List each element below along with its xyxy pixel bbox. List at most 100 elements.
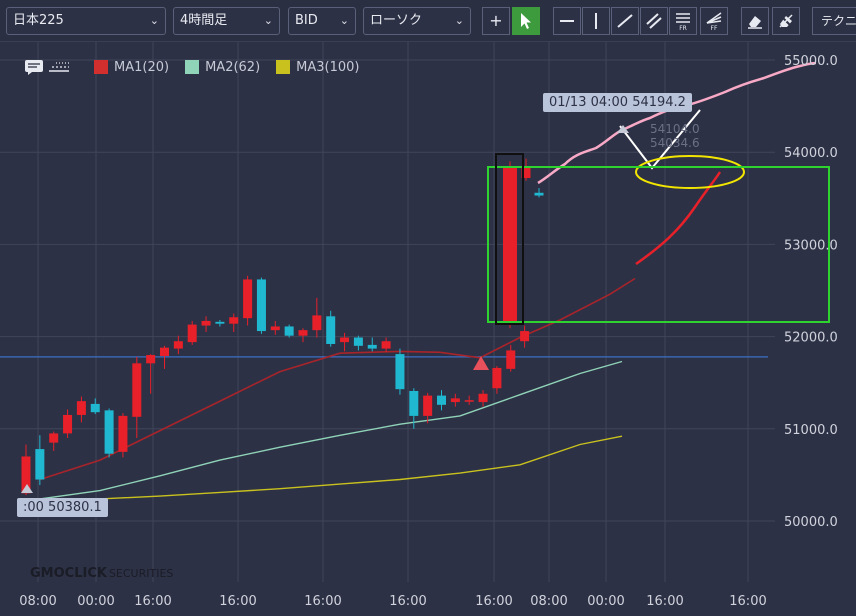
y-tick-label: 52000.0 (784, 331, 838, 346)
period-dropdown[interactable]: 4時間足 ⌄ (173, 7, 280, 35)
ma2-swatch (185, 60, 200, 74)
clear-all-button[interactable] (772, 7, 800, 35)
legend-item-ma1[interactable]: MA1(20) (94, 60, 169, 75)
ff-label: FF (710, 25, 718, 32)
candle-body (521, 166, 531, 179)
chart-type-label: ローソク (370, 13, 423, 28)
candle-body (503, 166, 517, 325)
candle-body (229, 317, 239, 324)
ma3-label: MA3(100) (296, 59, 360, 75)
candle-body (464, 400, 474, 402)
yellow-ellipse (635, 155, 745, 189)
candle-body (284, 326, 294, 336)
technical-menu-button[interactable]: テクニ (812, 7, 856, 35)
trend-line-button[interactable] (611, 7, 639, 35)
legend-item-ma2[interactable]: MA2(62) (185, 60, 260, 75)
ma1-swatch (94, 60, 108, 74)
high-marker (617, 125, 629, 133)
start-marker (21, 484, 33, 493)
horizontal-line-button[interactable] (553, 7, 581, 35)
price-type-label: BID (295, 13, 318, 28)
candlesticks (21, 158, 544, 496)
ma1-label: MA1(20) (114, 59, 170, 75)
candle-body (437, 395, 446, 405)
ghost-price-label: 54034.6 (650, 136, 700, 150)
clear-all-icon (779, 14, 793, 28)
eraser-button[interactable] (741, 7, 769, 35)
price-tooltip-top: 01/13 04:00 54194.2 (543, 93, 692, 112)
candle-body (256, 279, 266, 332)
candle-body (534, 192, 544, 196)
fr-label: FR (679, 25, 687, 32)
candle-body (146, 355, 156, 364)
x-tick-label: 08:00 (530, 594, 567, 609)
candle-body (450, 398, 460, 403)
x-tick-label: 16:00 (219, 594, 256, 609)
chart-type-dropdown[interactable]: ローソク ⌄ (363, 7, 471, 35)
channel-line-button[interactable] (640, 7, 668, 35)
plus-icon: + (489, 11, 503, 30)
legend-item-ma3[interactable]: MA3(100) (276, 59, 360, 75)
candle-body (340, 337, 350, 343)
x-tick-label: 16:00 (389, 594, 426, 609)
candle-body (243, 279, 253, 319)
technical-label: テクニ (821, 14, 856, 28)
candle-body (381, 341, 391, 349)
price-type-dropdown[interactable]: BID ⌄ (288, 7, 356, 35)
line-style-icon[interactable] (48, 60, 70, 74)
ma1-line (39, 277, 636, 481)
candle-body (49, 433, 59, 443)
candle-body (132, 363, 142, 417)
y-tick-label: 54000.0 (784, 146, 838, 161)
symbol-dropdown[interactable]: 日本225 ⌄ (6, 7, 166, 35)
y-tick-label: 53000.0 (784, 238, 838, 253)
y-tick-label: 51000.0 (784, 423, 838, 438)
logo-main: GMOCLICK (30, 566, 107, 581)
candle-body (409, 390, 419, 416)
ma2-line (39, 360, 623, 500)
period-label: 4時間足 (180, 13, 228, 28)
candle-body (201, 320, 211, 326)
candle-body (298, 330, 308, 336)
fibonacci-fan-icon (706, 12, 722, 24)
x-tick-label: 16:00 (134, 594, 171, 609)
chevron-down-icon: ⌄ (263, 14, 273, 27)
fibonacci-fan-button[interactable]: FF (700, 7, 728, 35)
black-box (495, 153, 524, 325)
pointer-button[interactable] (512, 7, 540, 35)
comment-icon[interactable] (24, 59, 44, 75)
time-axis: 08:00 00:00 16:00 16:00 16:00 16:00 16:00 08:00… (19, 594, 766, 609)
candle-body (35, 449, 45, 480)
eraser-icon (748, 16, 762, 29)
price-tooltip-bottom: :00 50380.1 (17, 498, 108, 517)
y-tick-label: 55000.0 (784, 54, 838, 69)
horizontal-line-icon (560, 20, 574, 22)
candle-body (63, 414, 73, 434)
up-arrow-marker (473, 356, 489, 370)
candle-body (187, 324, 197, 343)
crosshair-button[interactable]: + (482, 7, 510, 35)
vertical-line-button[interactable] (582, 7, 610, 35)
gmo-click-logo: GMOCLICK SECURITIES (30, 566, 173, 581)
x-tick-label: 16:00 (304, 594, 341, 609)
candle-body (21, 456, 31, 494)
candle-body (353, 337, 363, 346)
price-axis: 55000.0 54000.0 53000.0 52000.0 51000.0 50000… (784, 54, 838, 530)
candle-body (423, 395, 433, 416)
ghost-price-label: 54104.0 (650, 122, 700, 136)
candle-body (215, 321, 225, 324)
candle-body (326, 316, 336, 344)
fibonacci-icon (676, 13, 690, 23)
x-tick-label: 08:00 (19, 594, 56, 609)
ma3-swatch (276, 60, 291, 74)
legend-toggles (24, 59, 70, 75)
price-chart[interactable]: 55000.0 54000.0 53000.0 52000.0 51000.0 50000… (0, 42, 856, 616)
logo-sub: SECURITIES (108, 567, 174, 580)
candle-body (173, 341, 183, 349)
chevron-down-icon: ⌄ (149, 14, 159, 27)
candle-body (520, 331, 530, 342)
fibonacci-retracement-button[interactable]: FR (669, 7, 697, 35)
candle-body (270, 326, 280, 331)
ma2-label: MA2(62) (205, 59, 261, 75)
